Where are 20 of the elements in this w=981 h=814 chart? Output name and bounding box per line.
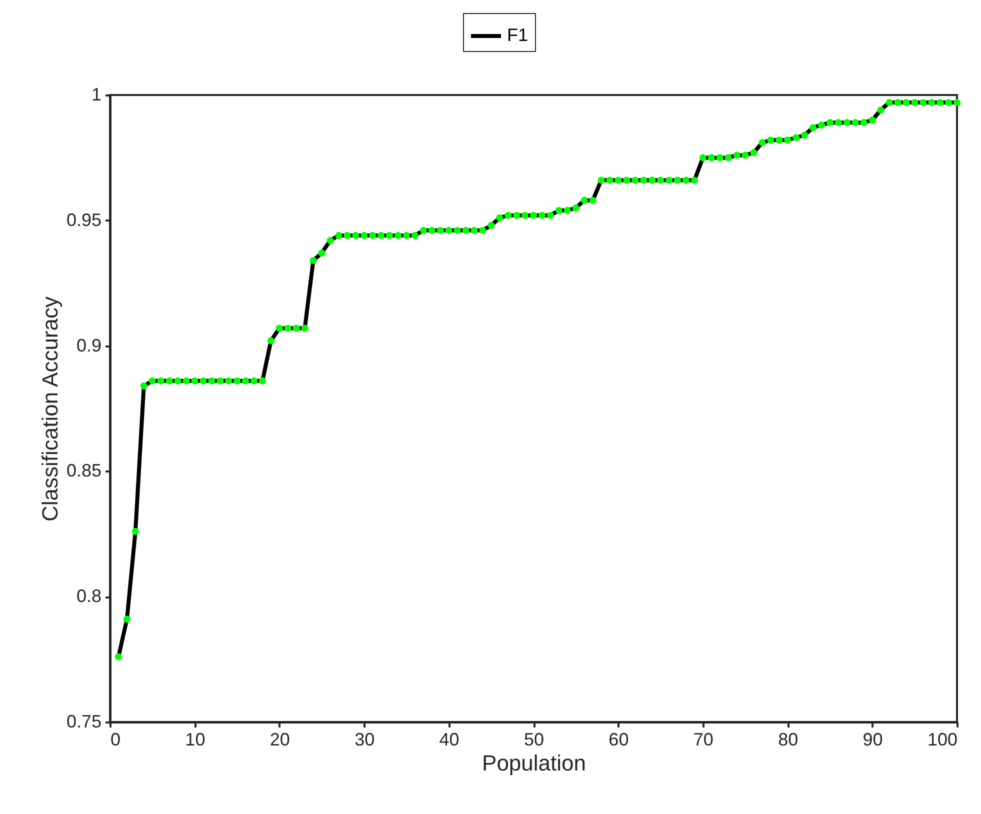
x-tick-label: 30 [354, 730, 375, 750]
x-axis-title: Population [482, 750, 586, 776]
x-tick-label: 70 [693, 730, 714, 750]
legend-label: F1 [507, 25, 528, 45]
x-tick-label: 50 [524, 730, 544, 750]
x-tick-label: 20 [270, 730, 290, 750]
y-tick-label: 0.95 [66, 210, 102, 230]
y-tick-label: 1 [91, 84, 102, 104]
y-tick-label: 0.85 [66, 460, 102, 481]
x-tick-label: 90 [862, 730, 883, 750]
y-axis-title: Classification Accuracy [37, 296, 62, 522]
y-tick-label: 0.9 [76, 335, 102, 356]
x-tick-label: 0 [110, 730, 121, 750]
x-tick-label: 80 [778, 730, 798, 750]
y-tick-label: 0.8 [76, 586, 102, 606]
x-tick-label: 10 [185, 730, 206, 750]
x-tick-label: 60 [608, 730, 629, 750]
x-tick-label: 100 [927, 730, 958, 750]
y-tick-label: 0.75 [66, 712, 102, 732]
x-tick-label: 40 [439, 730, 460, 750]
